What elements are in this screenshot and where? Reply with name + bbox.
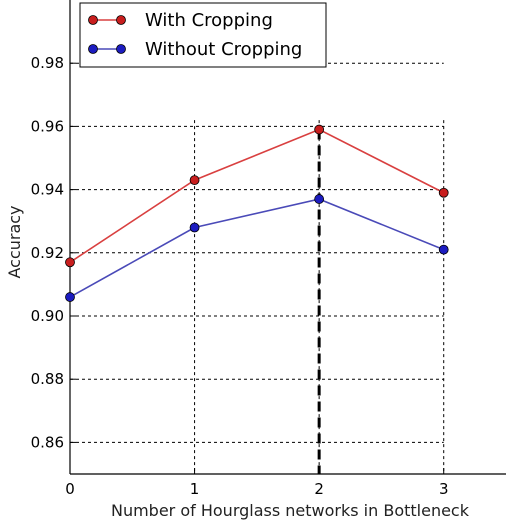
legend-label: With Cropping bbox=[145, 10, 273, 31]
x-axis-title: Number of Hourglass networks in Bottlene… bbox=[111, 501, 470, 520]
legend-marker bbox=[88, 44, 98, 54]
data-point bbox=[189, 175, 200, 186]
y-tick-label: 0.92 bbox=[31, 244, 64, 262]
series-line bbox=[69, 128, 445, 263]
data-point bbox=[65, 292, 75, 302]
data-point bbox=[314, 124, 325, 135]
x-tick-label: 3 bbox=[439, 480, 449, 498]
data-point bbox=[314, 194, 325, 204]
series-line bbox=[69, 198, 445, 298]
x-tick-label: 1 bbox=[190, 480, 200, 498]
grid-lines bbox=[70, 62, 445, 474]
data-point bbox=[65, 257, 75, 268]
y-tick-label: 0.94 bbox=[31, 181, 64, 199]
axes bbox=[69, 0, 506, 475]
series-lines bbox=[65, 124, 449, 302]
data-point bbox=[438, 244, 449, 255]
x-tick-label: 2 bbox=[314, 480, 324, 498]
legend: With Cropping Without Cropping bbox=[79, 2, 327, 68]
y-axis-title: Accuracy bbox=[5, 205, 24, 278]
legend-box bbox=[79, 2, 327, 68]
legend-marker bbox=[116, 44, 126, 54]
legend-marker bbox=[88, 15, 98, 25]
x-tick-label: 0 bbox=[65, 480, 75, 498]
y-tick-label: 0.88 bbox=[31, 370, 64, 388]
y-tick-label: 0.98 bbox=[31, 54, 64, 72]
y-tick-labels: 0.86 0.88 0.90 0.92 0.94 0.96 0.98 bbox=[31, 54, 64, 451]
y-tick-label: 0.90 bbox=[31, 307, 64, 325]
legend-label: Without Cropping bbox=[145, 39, 302, 60]
legend-marker bbox=[116, 15, 126, 25]
data-point bbox=[438, 187, 449, 198]
y-tick-label: 0.86 bbox=[31, 433, 64, 451]
x-tick-labels: 0 1 2 3 bbox=[65, 480, 448, 498]
data-point bbox=[189, 222, 200, 233]
y-tick-label: 0.96 bbox=[31, 117, 64, 135]
